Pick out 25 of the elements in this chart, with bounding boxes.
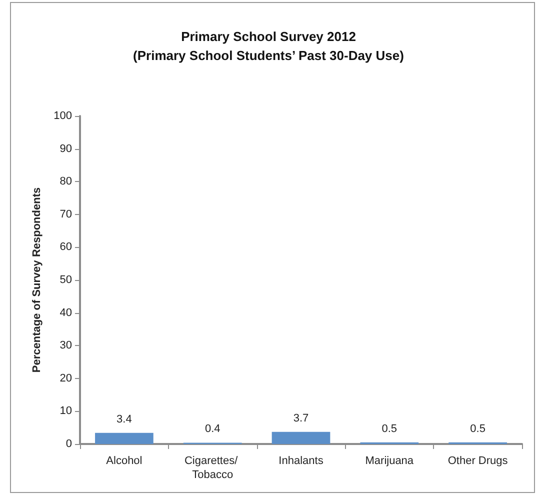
y-tick-label: 70 [60, 208, 72, 220]
y-tick-label: 90 [60, 142, 72, 155]
y-tick-label: 20 [60, 372, 72, 384]
y-tick-label: 10 [60, 405, 72, 418]
data-label: 0.4 [204, 423, 220, 436]
bar [95, 432, 154, 444]
data-label: 0.5 [470, 422, 486, 435]
chart-title: Primary School Survey 2012 (Primary School Students’ Past 30-Day Use) [133, 29, 404, 63]
y-tick-label: 50 [60, 274, 72, 286]
x-tick-label: Inhalants [278, 455, 324, 467]
x-tick-label: Marijuana [365, 455, 414, 467]
y-tick-label: 100 [54, 110, 72, 122]
data-label: 3.7 [293, 412, 309, 424]
data-label: 0.5 [382, 422, 398, 435]
y-tick-label: 0 [66, 438, 72, 450]
y-tick-label: 40 [60, 306, 72, 319]
y-tick-label: 80 [60, 176, 72, 188]
x-tick-label: Other Drugs [448, 455, 508, 467]
data-label: 3.4 [116, 413, 132, 426]
x-tick-label: Alcohol [106, 455, 142, 467]
y-tick-label: 60 [60, 241, 72, 254]
x-tick-label: Cigarettes/ Tobacco [184, 455, 241, 481]
y-tick-label: 30 [60, 340, 72, 352]
bar [272, 432, 330, 444]
y-axis-title: Percentage of Survey Respondents [31, 187, 44, 373]
